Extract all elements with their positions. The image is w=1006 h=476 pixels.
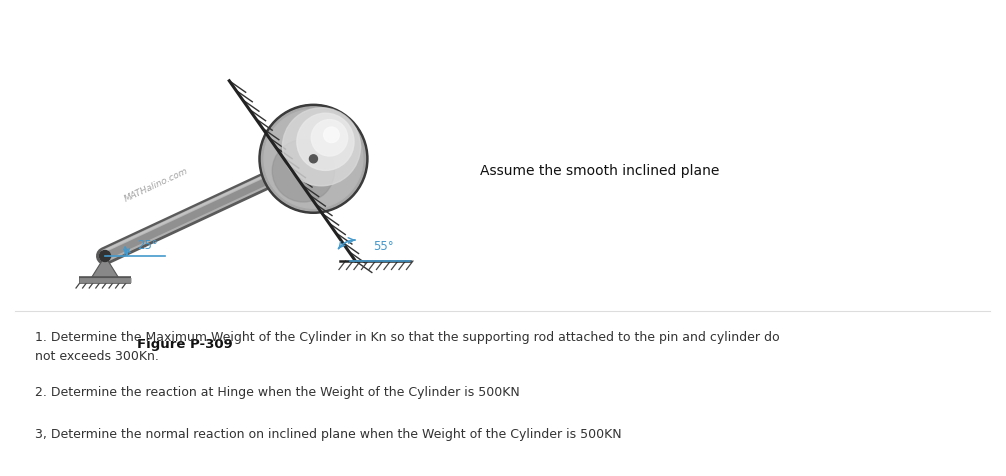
Circle shape — [273, 139, 335, 202]
Text: 3, Determine the normal reaction on inclined plane when the Weight of the Cylind: 3, Determine the normal reaction on incl… — [35, 428, 622, 441]
Circle shape — [264, 109, 363, 208]
Text: Assume the smooth inclined plane: Assume the smooth inclined plane — [480, 164, 719, 178]
Circle shape — [324, 127, 339, 143]
Text: MATHalino.com: MATHalino.com — [123, 167, 190, 204]
Circle shape — [311, 119, 348, 156]
Circle shape — [310, 155, 318, 163]
Circle shape — [297, 113, 354, 170]
Circle shape — [100, 250, 111, 261]
Text: 2. Determine the reaction at Hinge when the Weight of the Cylinder is 500KN: 2. Determine the reaction at Hinge when … — [35, 386, 520, 399]
Text: 25°: 25° — [137, 239, 158, 252]
Circle shape — [259, 104, 368, 213]
Circle shape — [262, 107, 365, 211]
Text: 1. Determine the Maximum Weight of the Cylinder in Kn so that the supporting rod: 1. Determine the Maximum Weight of the C… — [35, 331, 780, 363]
Circle shape — [283, 108, 360, 186]
Text: 55°: 55° — [373, 240, 394, 253]
Polygon shape — [90, 256, 120, 280]
Text: Figure P-309: Figure P-309 — [137, 338, 232, 351]
